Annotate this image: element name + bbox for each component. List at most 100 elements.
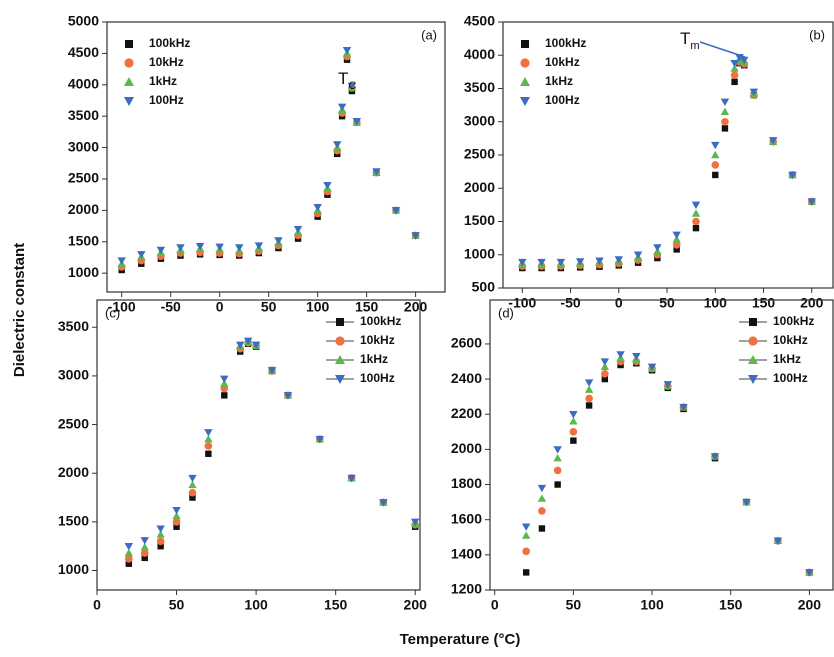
marker: [595, 257, 604, 265]
marker: [742, 498, 751, 507]
legend-marker: [748, 375, 758, 384]
x-tick-label: 200: [800, 295, 824, 311]
marker: [538, 507, 546, 515]
marker: [283, 392, 293, 400]
marker: [569, 428, 578, 436]
legend-marker: [124, 77, 134, 86]
x-tick-label: 100: [306, 299, 330, 315]
marker: [125, 555, 133, 563]
marker: [570, 437, 577, 444]
y-axis-title: Dielectric constant: [11, 243, 28, 377]
legend-label: 10kHz: [773, 333, 808, 347]
y-tick-label: 1500: [464, 212, 495, 228]
marker: [251, 341, 261, 349]
marker: [315, 435, 324, 444]
marker: [205, 450, 212, 457]
marker: [537, 494, 547, 502]
marker: [352, 118, 362, 126]
marker: [337, 103, 347, 111]
y-tick-label: 4000: [464, 46, 495, 62]
marker: [679, 404, 688, 412]
marker: [672, 240, 681, 249]
marker: [575, 258, 585, 266]
marker: [411, 232, 420, 240]
marker: [518, 258, 527, 267]
x-tick-label: -100: [508, 295, 536, 311]
marker: [235, 244, 244, 252]
marker: [773, 537, 783, 545]
legend-label: 100Hz: [360, 371, 395, 385]
marker: [633, 251, 643, 259]
marker: [556, 258, 566, 267]
marker: [720, 98, 730, 106]
legend-marker: [520, 97, 530, 106]
x-tick-label: 150: [752, 295, 776, 311]
marker: [711, 141, 720, 150]
marker: [140, 549, 149, 557]
marker: [204, 429, 213, 437]
panel-label: (c): [105, 305, 120, 320]
marker: [584, 379, 594, 387]
y-tick-label: 1500: [68, 232, 99, 248]
marker: [721, 117, 729, 126]
y-tick-label: 3500: [58, 318, 89, 334]
marker: [521, 523, 531, 531]
marker: [204, 442, 213, 450]
marker: [411, 518, 420, 527]
marker: [521, 531, 531, 539]
x-tick-label: 150: [355, 299, 379, 315]
legend-label: 100kHz: [360, 314, 401, 328]
marker: [221, 392, 228, 399]
marker: [672, 231, 681, 239]
x-tick-label: 0: [93, 597, 101, 613]
marker: [156, 246, 166, 255]
marker: [710, 453, 720, 461]
marker: [220, 375, 229, 384]
marker: [157, 543, 164, 550]
x-axis-title: Temperature (°C): [400, 631, 521, 648]
legend-label: 1kHz: [360, 352, 388, 366]
legend-label: 100kHz: [545, 36, 586, 50]
annotation-sub: m: [690, 40, 699, 52]
legend-marker: [520, 77, 530, 86]
marker: [601, 375, 609, 383]
x-tick-label: 50: [169, 597, 185, 613]
x-tick-label: -50: [560, 295, 580, 311]
marker: [731, 78, 738, 86]
annotation: TC: [338, 69, 356, 91]
annotation-text: T: [680, 29, 690, 48]
x-tick-label: 200: [798, 597, 822, 613]
marker: [600, 358, 610, 366]
x-tick-label: 200: [404, 299, 428, 315]
y-tick-label: 3000: [58, 367, 89, 383]
legend-label: 1kHz: [149, 74, 177, 88]
marker: [647, 363, 657, 371]
marker: [663, 381, 672, 389]
y-tick-label: 2600: [451, 335, 482, 351]
legend-marker: [336, 318, 344, 326]
legend-marker: [521, 40, 529, 48]
marker: [347, 82, 357, 91]
marker: [632, 353, 641, 361]
y-tick-label: 2000: [451, 440, 482, 456]
marker: [673, 246, 680, 253]
y-tick-label: 1500: [58, 513, 89, 529]
y-tick-label: 2500: [58, 415, 89, 431]
legend-label: 10kHz: [360, 333, 395, 347]
y-tick-label: 2500: [464, 146, 495, 162]
marker: [805, 569, 814, 577]
marker: [188, 480, 197, 489]
marker: [554, 481, 561, 488]
legend-marker: [749, 318, 757, 326]
marker: [788, 171, 797, 180]
legend-label: 10kHz: [545, 55, 580, 69]
legend-marker: [124, 58, 134, 68]
annotation-sub: C: [348, 80, 356, 92]
marker: [156, 525, 165, 533]
marker: [585, 402, 593, 409]
marker: [372, 168, 381, 176]
x-tick-label: 50: [566, 597, 582, 613]
marker: [768, 137, 778, 145]
x-tick-label: 100: [640, 597, 664, 613]
y-tick-label: 1400: [451, 546, 482, 562]
